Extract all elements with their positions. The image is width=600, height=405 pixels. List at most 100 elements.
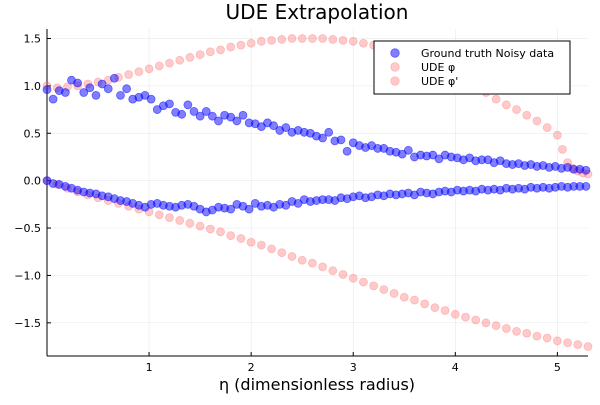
data-point [91, 90, 101, 100]
data-point [379, 285, 389, 295]
data-point [297, 34, 307, 43]
data-point [461, 312, 470, 322]
data-point [542, 333, 552, 343]
data-point [491, 321, 501, 331]
data-point [318, 133, 328, 143]
data-point [342, 146, 352, 156]
data-point [175, 216, 185, 225]
data-point [269, 121, 279, 131]
data-point [522, 328, 532, 338]
data-point [583, 342, 593, 351]
data-point [205, 47, 215, 57]
data-point [183, 100, 193, 110]
data-point [207, 111, 217, 121]
legend-marker-ground-truth [390, 48, 400, 58]
data-point [226, 204, 236, 214]
data-point [552, 130, 562, 140]
data-point [277, 248, 287, 258]
data-point [175, 55, 185, 65]
data-point [201, 107, 211, 116]
data-point [450, 309, 460, 319]
data-point [185, 218, 195, 228]
data-point [512, 326, 521, 336]
y-tick-label: 1.0 [24, 80, 42, 93]
x-tick-label: 1 [146, 361, 153, 374]
data-point [97, 79, 107, 89]
data-point [307, 34, 317, 43]
data-point [60, 88, 70, 97]
data-point [318, 34, 328, 43]
y-tick-label: 0.0 [24, 175, 42, 188]
data-point [573, 340, 583, 350]
data-point [236, 234, 246, 243]
x-tick-label: 3 [350, 361, 357, 374]
y-tick-label: 1.5 [24, 32, 42, 45]
data-point [440, 306, 450, 315]
data-point [256, 240, 266, 250]
legend: Ground truth Noisy data UDE φ UDE φ' [373, 40, 571, 95]
data-point [403, 145, 413, 155]
data-point [558, 144, 567, 154]
data-point [501, 324, 511, 333]
data-point [359, 38, 368, 48]
data-point [216, 45, 225, 55]
data-point [232, 116, 242, 126]
data-point [85, 83, 95, 93]
data-point [338, 35, 348, 45]
data-point [338, 270, 348, 279]
data-point [195, 221, 205, 231]
legend-marker-ude-phi [390, 62, 400, 72]
data-point [256, 36, 266, 46]
y-tick-label: −0.5 [14, 222, 41, 235]
data-point [226, 231, 236, 241]
data-point [109, 73, 119, 83]
data-point [246, 38, 256, 48]
data-point [205, 224, 215, 234]
data-point [336, 135, 346, 145]
axes [46, 29, 588, 357]
data-point [399, 292, 409, 302]
data-point [430, 303, 440, 313]
data-point [420, 299, 430, 309]
data-point [244, 204, 254, 214]
data-point [359, 277, 368, 287]
data-point [216, 227, 225, 237]
data-point [563, 338, 572, 348]
data-point [471, 315, 481, 325]
data-point [542, 123, 552, 132]
data-point [185, 53, 195, 62]
data-point [144, 64, 154, 74]
legend-label-ground-truth: Ground truth Noisy data [421, 47, 554, 60]
data-point [79, 88, 89, 97]
legend-box [373, 40, 571, 95]
data-point [177, 109, 187, 119]
x-tick-label: 5 [554, 361, 561, 374]
data-point [328, 266, 338, 276]
data-point [134, 67, 144, 77]
data-point [165, 213, 174, 223]
data-point [532, 116, 542, 126]
data-point [410, 295, 419, 305]
data-point [348, 273, 358, 283]
data-point [122, 84, 132, 94]
data-point [165, 58, 174, 68]
data-point [481, 318, 491, 328]
data-point [42, 85, 52, 95]
data-point [348, 36, 358, 46]
data-point [318, 262, 328, 272]
data-point [287, 34, 297, 43]
data-point [189, 107, 199, 116]
data-point [195, 111, 205, 121]
data-point [103, 84, 113, 94]
data-point [491, 94, 501, 104]
x-tick-label: 2 [248, 361, 255, 374]
x-tick-label: 4 [452, 361, 459, 374]
legend-marker-ude-phi-prime [390, 76, 400, 86]
data-point [154, 210, 164, 220]
data-point [532, 331, 542, 341]
data-point [116, 90, 125, 100]
x-axis-label: η (dimensionless radius) [219, 375, 415, 394]
data-point [165, 99, 174, 109]
data-point [48, 94, 58, 104]
